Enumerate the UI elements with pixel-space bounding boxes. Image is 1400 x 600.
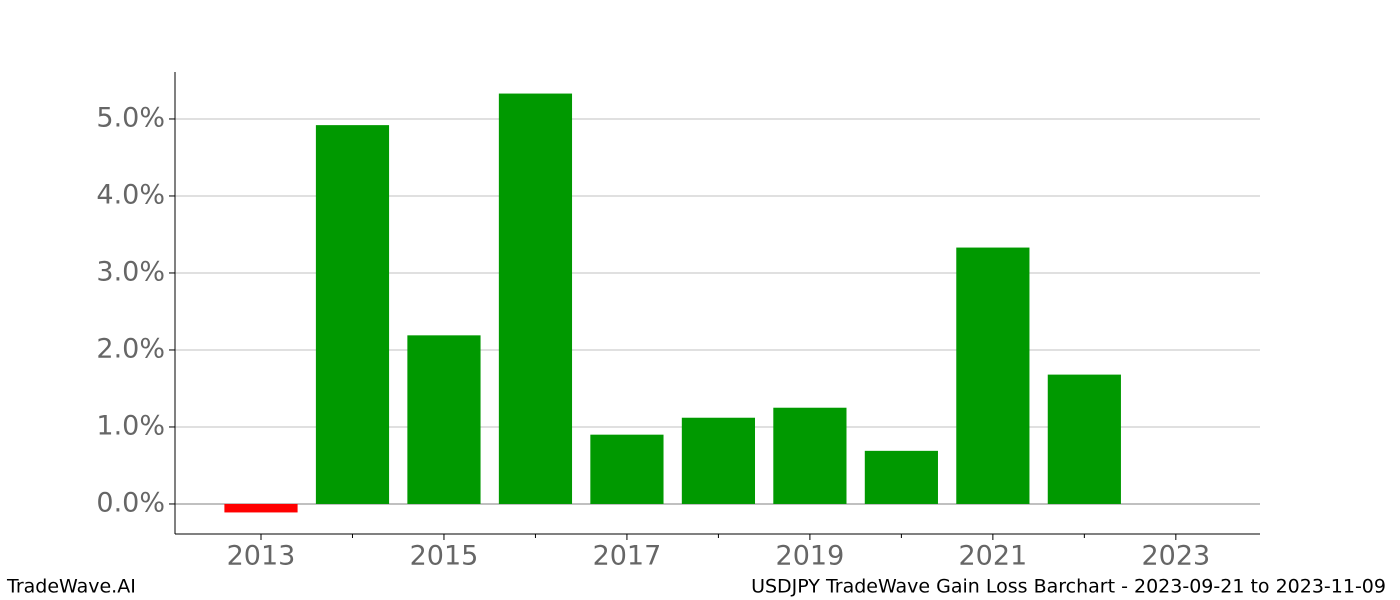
x-tick-label: 2013: [227, 541, 296, 572]
bar: [224, 503, 298, 513]
bar: [1047, 374, 1121, 504]
y-tick-label: 2.0%: [96, 333, 165, 364]
x-tick-label: 2023: [1141, 541, 1210, 572]
x-tick-label: 2019: [776, 541, 845, 572]
x-tick-label: 2021: [959, 541, 1028, 572]
bar: [498, 93, 573, 504]
y-tick-label: 5.0%: [96, 102, 165, 133]
brand: TradeWave.AI: [6, 576, 136, 598]
x-tick-label: 2015: [410, 541, 479, 572]
y-tick-label: 0.0%: [96, 487, 165, 518]
y-tick-label: 1.0%: [96, 410, 165, 441]
bar: [407, 335, 481, 504]
bar: [956, 247, 1030, 504]
y-tick-label: 4.0%: [96, 179, 165, 210]
y-tick-label: 3.0%: [96, 256, 165, 287]
bar: [681, 417, 756, 504]
bar: [590, 434, 664, 504]
bar: [315, 125, 390, 504]
bar: [864, 450, 938, 504]
x-tick-label: 2017: [593, 541, 662, 572]
bar: [773, 407, 847, 504]
chart-title: USDJPY TradeWave Gain Loss Barchart - 20…: [751, 576, 1386, 598]
